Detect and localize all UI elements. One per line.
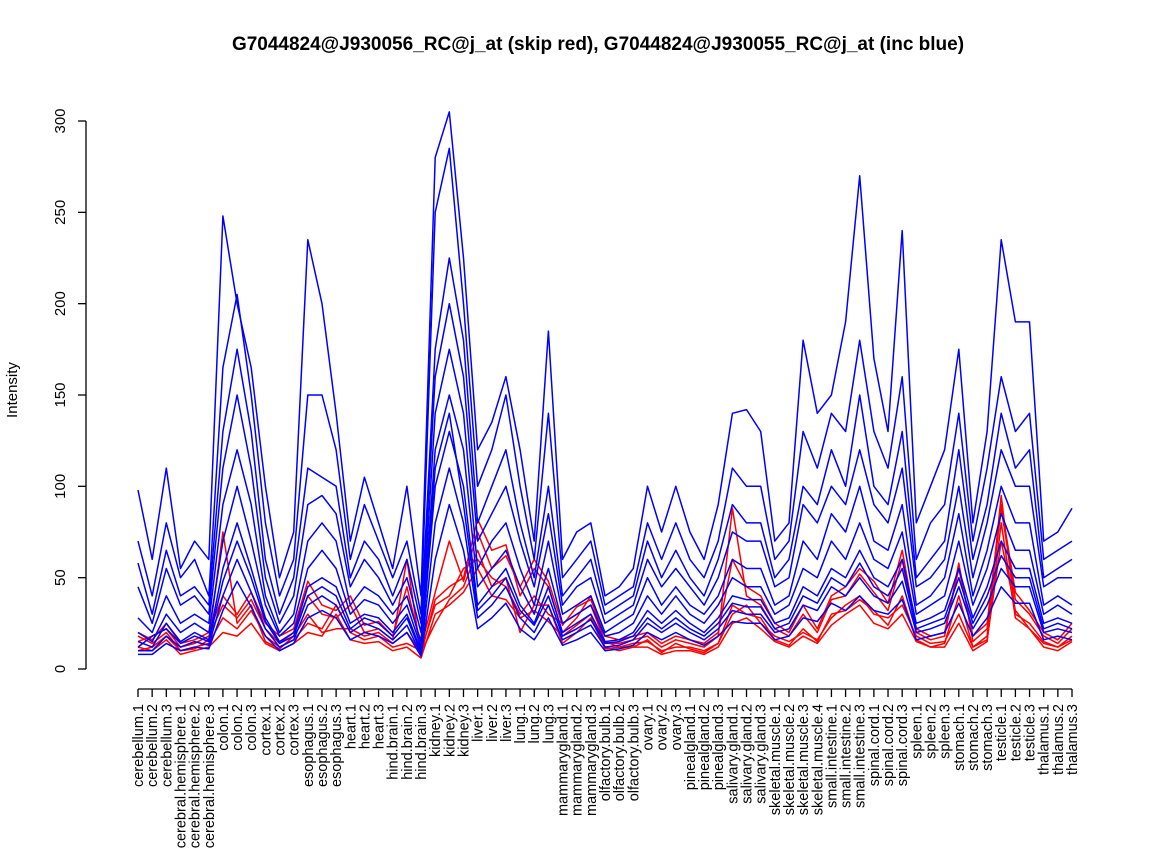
x-tick-label: cortex.1 (258, 704, 274, 756)
x-tick-label: salivary.gland.1 (725, 704, 741, 804)
x-tick-label: spinal.cord.2 (881, 704, 897, 786)
x-tick-label: cerebral.hemisphere.2 (188, 704, 204, 848)
x-tick-label: kidney.1 (428, 704, 444, 757)
x-tick-label: thalamus.1 (1037, 704, 1053, 775)
x-tick-label: cerebral.hemisphere.3 (202, 704, 218, 848)
x-tick-label: heart.1 (343, 704, 359, 749)
series-line-inc (137, 348, 1073, 643)
x-tick-label: small.intestine.3 (853, 704, 869, 808)
x-tick-label: liver.1 (471, 704, 487, 742)
x-tick-label: skeletal.muscle.2 (782, 704, 798, 815)
x-tick-label: olfactory.bulb.3 (626, 704, 642, 801)
x-tick-label: hind.brain.2 (400, 704, 416, 780)
y-tick-label: 50 (52, 569, 69, 586)
x-tick-label: cerebral.hemisphere.1 (173, 704, 189, 848)
x-tick-label: stomach.2 (966, 704, 982, 771)
x-tick-label: mammarygland.3 (584, 704, 600, 816)
x-tick-label: spleen.1 (909, 704, 925, 759)
x-tick-label: olfactory.bulb.1 (598, 704, 614, 801)
x-tick-label: skeletal.muscle.1 (768, 704, 784, 815)
y-tick-label: 100 (52, 474, 69, 499)
y-axis: 0 50 100 150 200 250 300 (52, 108, 87, 673)
y-tick-label: 300 (52, 108, 69, 133)
x-tick-label: cerebellum.3 (159, 704, 175, 787)
x-tick-label: heart.3 (372, 704, 388, 749)
x-tick-label: esophagus.1 (301, 704, 317, 787)
series-line-inc (137, 302, 1072, 634)
x-tick-label: spleen.2 (923, 704, 939, 759)
x-tick-label: small.intestine.1 (824, 704, 840, 808)
x-tick-label: lung.1 (513, 704, 529, 744)
y-axis-label: Intensity (4, 362, 21, 418)
x-tick-label: cerebellum.2 (145, 704, 161, 787)
x-tick-label: mammarygland.1 (556, 704, 572, 816)
y-tick-label: 0 (52, 665, 69, 673)
x-tick-label: cerebellum.1 (131, 704, 147, 787)
y-tick-label: 200 (52, 291, 69, 316)
x-tick-label: testicle.2 (1008, 704, 1024, 761)
chart-title: G7044824@J930056_RC@j_at (skip red), G70… (232, 34, 964, 55)
x-tick-label: kidney.3 (456, 704, 472, 757)
x-tick-label: mammarygland.2 (570, 704, 586, 816)
x-tick-label: esophagus.2 (315, 704, 331, 787)
x-tick-label: stomach.1 (952, 704, 968, 771)
x-tick-label: ovary.2 (655, 704, 671, 750)
x-tick-label: skeletal.muscle.3 (796, 704, 812, 815)
x-tick-label: testicle.1 (994, 704, 1010, 761)
series-line-inc (137, 394, 1073, 648)
x-tick-label: hind.brain.1 (386, 704, 402, 780)
x-tick-label: spinal.cord.1 (867, 704, 883, 786)
x-tick-label: olfactory.bulb.2 (612, 704, 628, 801)
x-tick-label: kidney.2 (442, 704, 458, 757)
x-tick-label: thalamus.2 (1051, 704, 1067, 775)
x-tick-label: ovary.3 (669, 704, 685, 750)
series-line-inc (137, 430, 1073, 652)
series-line-inc (137, 412, 1073, 654)
y-tick-label: 150 (52, 382, 69, 407)
x-axis: cerebellum.1cerebellum.2cerebellum.3cere… (131, 688, 1081, 848)
x-tick-label: pinealgland.1 (683, 704, 699, 790)
x-tick-label: salivary.gland.2 (740, 704, 756, 804)
x-tick-label: testicle.3 (1023, 704, 1039, 761)
x-tick-label: spinal.cord.3 (895, 704, 911, 786)
series-line-inc (137, 257, 1073, 625)
x-tick-label: colon.3 (244, 704, 260, 751)
x-tick-label: small.intestine.2 (839, 704, 855, 808)
x-tick-label: cortex.2 (273, 704, 289, 756)
series-line-inc (138, 467, 1073, 656)
series-lines (137, 111, 1073, 659)
x-tick-label: colon.1 (216, 704, 232, 751)
series-line-inc (137, 111, 1073, 597)
x-tick-label: cortex.3 (287, 704, 303, 756)
x-tick-label: lung.2 (527, 704, 543, 744)
y-tick-label: 250 (52, 200, 69, 225)
x-tick-label: pinealgland.3 (711, 704, 727, 790)
x-tick-label: pinealgland.2 (697, 704, 713, 790)
x-tick-label: heart.2 (357, 704, 373, 749)
x-tick-label: hind.brain.3 (414, 704, 430, 780)
series-line-inc (138, 503, 1073, 657)
x-tick-label: lung.3 (541, 704, 557, 744)
x-tick-label: esophagus.3 (329, 704, 345, 787)
x-tick-label: liver.3 (499, 704, 515, 742)
x-tick-label: thalamus.3 (1065, 704, 1081, 775)
x-tick-label: ovary.1 (640, 704, 656, 750)
x-tick-label: skeletal.muscle.4 (810, 704, 826, 815)
x-tick-label: salivary.gland.3 (754, 704, 770, 804)
series-line-inc (137, 147, 1073, 615)
x-tick-label: stomach.3 (980, 704, 996, 771)
x-tick-label: spleen.3 (938, 704, 954, 759)
x-tick-label: liver.2 (485, 704, 501, 742)
x-tick-label: colon.2 (230, 704, 246, 751)
